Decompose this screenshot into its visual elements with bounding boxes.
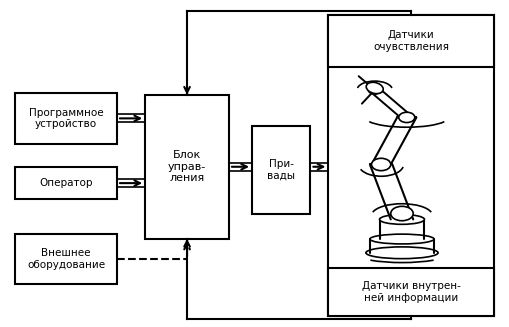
Circle shape [369,86,381,94]
Bar [15,234,117,284]
Text: Программное
устройство: Программное устройство [29,108,103,129]
Text: Датчики
очувствления: Датчики очувствления [373,30,449,52]
Bar [15,93,117,144]
Ellipse shape [380,215,425,224]
Bar [15,167,117,199]
Text: Блок
управ-
ления: Блок управ- ления [168,150,206,183]
Circle shape [372,158,391,171]
Bar [328,15,494,67]
Text: При-
вады: При- вады [267,159,295,181]
Ellipse shape [366,82,383,94]
Ellipse shape [370,234,434,244]
Text: Датчики внутрен-
ней информации: Датчики внутрен- ней информации [361,281,461,303]
Text: Внешнее
оборудование: Внешнее оборудование [27,248,105,270]
Circle shape [391,206,413,221]
Bar [328,15,494,316]
Bar [252,126,310,214]
Circle shape [399,112,415,123]
Bar [145,95,229,239]
Ellipse shape [366,247,438,259]
Text: Оператор: Оператор [39,178,93,188]
Bar [328,268,494,316]
